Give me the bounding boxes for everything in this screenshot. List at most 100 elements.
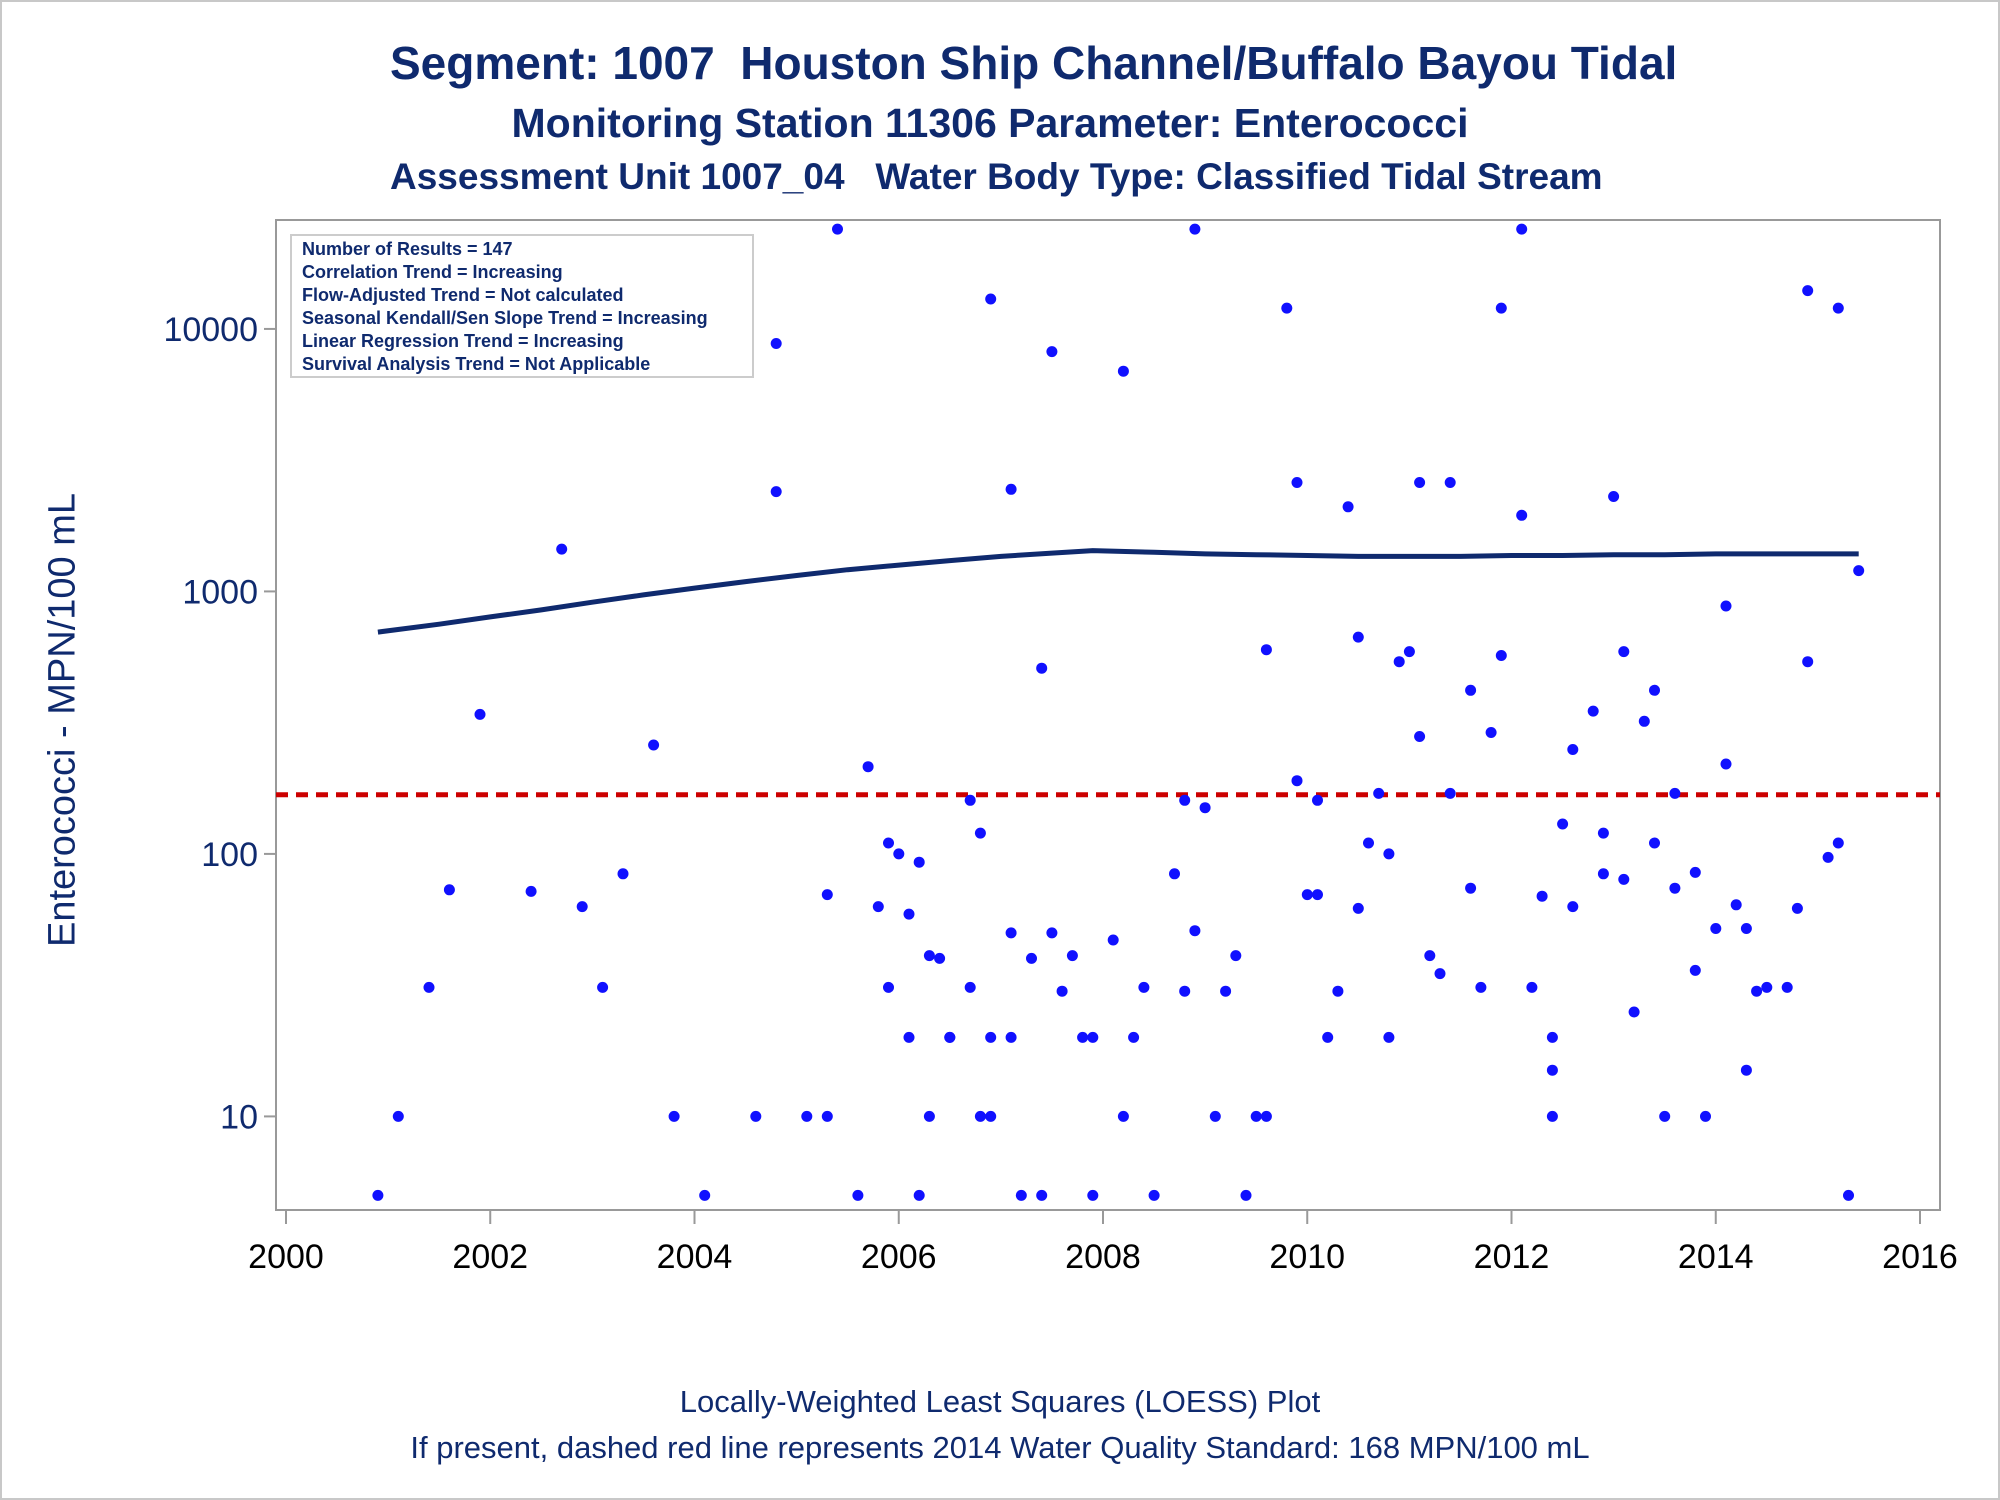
data-point	[974, 1110, 986, 1122]
data-point	[1056, 985, 1068, 997]
data-point	[392, 1110, 404, 1122]
data-point	[1649, 684, 1660, 696]
data-point	[1751, 985, 1763, 997]
data-point	[1638, 715, 1650, 727]
data-point	[1373, 787, 1385, 799]
data-point	[1567, 744, 1579, 755]
data-point	[893, 848, 905, 860]
data-point	[1301, 889, 1313, 901]
trend-summary-box: Number of Results = 147 Correlation Trend…	[290, 234, 754, 378]
data-point	[1597, 827, 1609, 839]
data-point	[1475, 981, 1487, 993]
data-point	[985, 1110, 997, 1122]
data-point	[1720, 758, 1732, 770]
chart-subtitle-assessment: Assessment Unit 1007_04 Water Body Type:…	[390, 156, 1603, 197]
data-point	[1700, 1110, 1711, 1122]
data-point	[883, 981, 894, 993]
data-point	[668, 1110, 680, 1122]
x-tick-label: 2014	[1678, 1238, 1754, 1276]
data-point	[1005, 1031, 1017, 1043]
data-point	[372, 1189, 384, 1201]
data-point	[1117, 1110, 1129, 1122]
data-point	[1230, 950, 1242, 962]
data-point	[1352, 631, 1364, 643]
data-point	[1618, 873, 1630, 885]
data-point	[821, 889, 833, 901]
data-point	[1393, 656, 1405, 668]
data-point	[1342, 501, 1354, 513]
data-point	[883, 837, 894, 849]
y-tick-label: 1000	[182, 573, 258, 611]
data-point	[934, 952, 946, 964]
data-point	[1128, 1031, 1140, 1043]
data-point	[1240, 1189, 1252, 1201]
footnote-loess: Locally-Weighted Least Squares (LOESS) P…	[679, 1384, 1321, 1419]
data-point	[1669, 882, 1681, 894]
x-tick-label: 2008	[1065, 1238, 1141, 1276]
data-point	[1689, 964, 1701, 976]
data-point	[617, 868, 629, 880]
x-tick-label: 2016	[1882, 1238, 1958, 1276]
data-point	[923, 1110, 935, 1122]
data-point	[1761, 981, 1773, 993]
data-point	[1465, 882, 1477, 894]
data-point	[1005, 927, 1017, 939]
data-point	[597, 981, 609, 993]
data-point	[1434, 968, 1446, 980]
data-point	[1557, 818, 1569, 830]
data-point	[1444, 477, 1456, 488]
data-point	[1005, 483, 1017, 495]
data-point	[852, 1189, 864, 1201]
data-point	[1148, 1189, 1160, 1201]
trend-summary-line: Flow-Adjusted Trend = Not calculated	[302, 285, 624, 305]
loess-line	[377, 548, 1859, 635]
data-point	[1843, 1189, 1854, 1201]
data-point	[1587, 705, 1599, 717]
data-point	[1312, 794, 1323, 806]
plot-area	[275, 219, 1941, 1211]
data-point	[1332, 985, 1344, 997]
data-point	[1802, 656, 1814, 668]
data-point	[872, 901, 884, 913]
data-point	[1618, 646, 1630, 658]
data-point	[1352, 902, 1364, 914]
data-point	[1781, 981, 1793, 993]
data-point	[1832, 302, 1844, 314]
data-point	[1832, 837, 1844, 849]
data-point	[1066, 950, 1078, 962]
data-point	[750, 1110, 762, 1122]
data-point	[1516, 509, 1528, 521]
data-point	[1209, 1110, 1221, 1122]
data-point	[964, 794, 976, 806]
x-tick-label: 2000	[248, 1238, 324, 1276]
data-point	[1802, 285, 1814, 297]
data-point	[1015, 1189, 1027, 1201]
data-point	[1720, 600, 1732, 612]
data-point	[1250, 1110, 1262, 1122]
data-point	[1026, 952, 1037, 964]
data-point	[1526, 981, 1538, 993]
data-point	[1087, 1189, 1099, 1201]
loess-group	[377, 548, 1859, 635]
data-point	[913, 1189, 925, 1201]
data-point	[985, 293, 997, 305]
data-point	[576, 901, 588, 913]
data-point	[699, 1189, 711, 1201]
data-point	[1036, 1189, 1048, 1201]
data-point	[1189, 925, 1201, 937]
data-point	[1546, 1110, 1558, 1122]
data-point	[974, 827, 986, 839]
data-point	[1791, 902, 1803, 914]
data-point	[1046, 927, 1058, 939]
data-point	[1179, 985, 1191, 997]
data-point	[1669, 787, 1681, 799]
data-point	[1495, 302, 1507, 314]
data-point	[1853, 565, 1865, 577]
data-point	[1628, 1006, 1640, 1018]
data-point	[1730, 899, 1742, 911]
data-point	[923, 950, 935, 962]
data-point	[1740, 923, 1752, 934]
y-axis-label: Enterococci - MPN/100 mL	[41, 492, 84, 948]
data-point	[1567, 901, 1579, 913]
